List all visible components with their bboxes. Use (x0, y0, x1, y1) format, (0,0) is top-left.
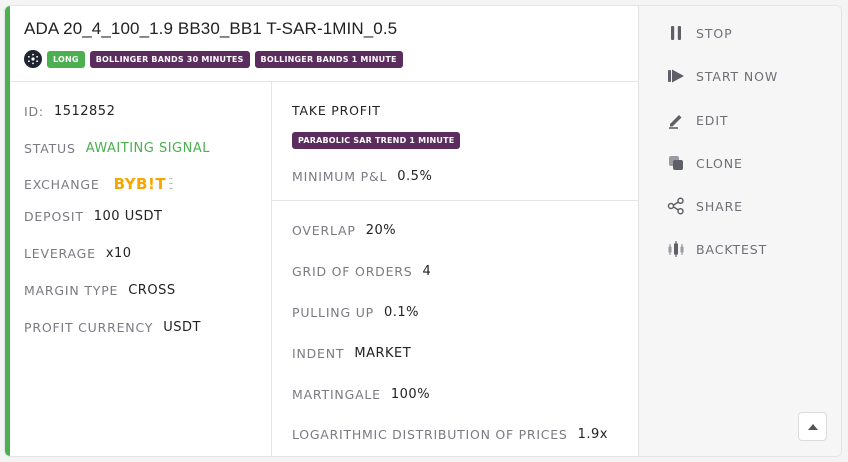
share-label: SHARE (696, 198, 743, 214)
bot-tags: LONG BOLLINGER BANDS 30 MINUTES BOLLINGE… (24, 50, 403, 68)
take-profit-signal-badge: PARABOLIC SAR TREND 1 MINUTE (292, 132, 461, 149)
cardano-icon (24, 50, 42, 68)
pencil-icon (665, 110, 687, 130)
status-value: AWAITING SIGNAL (85, 141, 210, 156)
min-pnl-label: MINIMUM P&L (292, 169, 388, 184)
deposit-value: 100 USDT (93, 209, 163, 224)
margin-type-label: MARGIN TYPE (24, 283, 119, 298)
log-distribution-label: LOGARITHMIC DISTRIBUTION OF PRICES (292, 427, 568, 442)
min-pnl-value: 0.5% (397, 169, 433, 184)
leverage-label: LEVERAGE (24, 246, 96, 261)
strategy-settings: TAKE PROFIT PARABOLIC SAR TREND 1 MINUTE… (272, 82, 638, 456)
bot-header: ADA 20_4_100_1.9 BB30_BB1 T-SAR-1MIN_0.5… (10, 6, 638, 82)
bot-details: ID: 1512852 STATUS AWAITING SIGNAL EXCHA… (10, 82, 272, 456)
grid-orders-label: GRID OF ORDERS (292, 264, 413, 279)
pause-icon (665, 23, 687, 43)
start-now-label: START NOW (696, 68, 779, 84)
long-badge: LONG (47, 50, 85, 68)
martingale-label: MARTINGALE (292, 387, 381, 402)
actions-sidebar: STOP START NOW EDIT CLONE SHARE (638, 6, 841, 456)
entry-signal-badge-1: BOLLINGER BANDS 30 MINUTES (89, 50, 250, 68)
entry-signal-badge-2: BOLLINGER BANDS 1 MINUTE (254, 50, 403, 68)
candlestick-icon (665, 239, 687, 259)
leverage-row: LEVERAGE x10 (24, 246, 132, 261)
grid-orders-row: GRID OF ORDERS 4 (292, 264, 431, 279)
grid-orders-value: 4 (422, 264, 432, 279)
edit-button[interactable]: EDIT (665, 110, 728, 130)
clone-button[interactable]: CLONE (665, 153, 743, 173)
clone-label: CLONE (696, 155, 743, 171)
min-pnl-row: MINIMUM P&L 0.5% (292, 169, 432, 184)
scroll-up-button[interactable] (798, 412, 827, 441)
edit-label: EDIT (696, 112, 729, 128)
leverage-value: x10 (105, 246, 132, 261)
status-label: STATUS (24, 141, 76, 156)
profit-currency-row: PROFIT CURRENCY USDT (24, 320, 201, 335)
id-value: 1512852 (53, 104, 116, 119)
pulling-up-value: 0.1% (384, 305, 420, 320)
backtest-label: BACKTEST (696, 241, 768, 257)
indent-row: INDENT MARKET (292, 346, 411, 361)
bot-title: ADA 20_4_100_1.9 BB30_BB1 T-SAR-1MIN_0.5 (24, 19, 398, 38)
log-distribution-value: 1.9x (577, 427, 608, 442)
take-profit-section: TAKE PROFIT PARABOLIC SAR TREND 1 MINUTE… (272, 82, 638, 201)
indent-value: MARKET (354, 346, 412, 361)
caret-up-icon (807, 418, 818, 436)
exchange-row: EXCHANGE BYB!T ▪▪ ▪▪ ▪▪ (24, 175, 173, 193)
stop-label: STOP (696, 25, 733, 41)
share-icon (665, 196, 687, 216)
log-distribution-row: LOGARITHMIC DISTRIBUTION OF PRICES 1.9x (292, 427, 608, 442)
deposit-label: DEPOSIT (24, 209, 84, 224)
copy-icon (665, 153, 687, 173)
profit-currency-label: PROFIT CURRENCY (24, 320, 154, 335)
indent-label: INDENT (292, 346, 345, 361)
martingale-value: 100% (390, 387, 431, 402)
bot-main-panel: ADA 20_4_100_1.9 BB30_BB1 T-SAR-1MIN_0.5… (10, 6, 638, 456)
bot-card: ADA 20_4_100_1.9 BB30_BB1 T-SAR-1MIN_0.5… (4, 5, 842, 457)
share-button[interactable]: SHARE (665, 196, 743, 216)
margin-type-value: CROSS (128, 283, 176, 298)
bybit-logo: BYB!T ▪▪ ▪▪ ▪▪ (113, 175, 173, 193)
start-now-button[interactable]: START NOW (665, 66, 778, 86)
status-accent-bar (5, 6, 10, 456)
overlap-label: OVERLAP (292, 223, 356, 238)
id-label: ID: (24, 104, 44, 119)
overlap-row: OVERLAP 20% (292, 223, 396, 238)
deposit-row: DEPOSIT 100 USDT (24, 209, 162, 224)
id-row: ID: 1512852 (24, 104, 115, 119)
exchange-label: EXCHANGE (24, 176, 100, 192)
margin-type-row: MARGIN TYPE CROSS (24, 283, 176, 298)
stop-button[interactable]: STOP (665, 23, 733, 43)
pulling-up-label: PULLING UP (292, 305, 374, 320)
play-icon (665, 66, 687, 86)
martingale-row: MARTINGALE 100% (292, 387, 430, 402)
status-row: STATUS AWAITING SIGNAL (24, 141, 210, 156)
backtest-button[interactable]: BACKTEST (665, 239, 767, 259)
profit-currency-value: USDT (163, 320, 201, 335)
pulling-up-row: PULLING UP 0.1% (292, 305, 419, 320)
overlap-value: 20% (365, 223, 397, 238)
take-profit-title: TAKE PROFIT (292, 103, 381, 118)
